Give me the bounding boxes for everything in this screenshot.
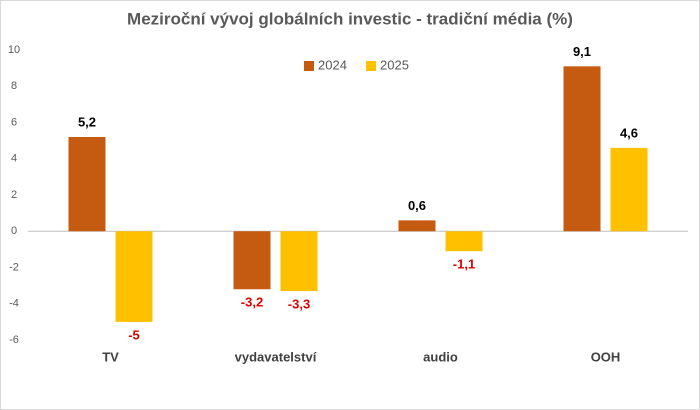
y-tick-label: -4 <box>9 298 19 310</box>
bar <box>563 66 601 232</box>
value-label: -5 <box>128 327 140 342</box>
x-tick-label: audio <box>423 349 458 364</box>
y-tick-label: 0 <box>11 225 17 237</box>
bar <box>233 231 271 290</box>
value-label: 5,2 <box>78 114 96 129</box>
value-label: -1,1 <box>453 257 475 272</box>
legend-swatch <box>366 61 376 71</box>
legend-label: 2025 <box>380 57 409 72</box>
y-tick-label: 4 <box>11 153 17 165</box>
legend-label: 2024 <box>318 57 347 72</box>
bar <box>445 231 483 252</box>
bar <box>280 231 318 292</box>
value-label: -3,2 <box>241 295 263 310</box>
x-tick-label: vydavatelství <box>235 349 317 364</box>
y-tick-label: 10 <box>8 44 20 56</box>
y-tick-label: -2 <box>9 261 19 273</box>
y-tick-label: 8 <box>11 80 17 92</box>
bar <box>68 137 106 232</box>
chart-title: Meziroční vývoj globálních investic - tr… <box>127 9 573 28</box>
legend-swatch <box>304 61 314 71</box>
y-tick-label: 6 <box>11 116 17 128</box>
x-tick-label: OOH <box>591 349 621 364</box>
value-label: -3,3 <box>288 297 310 312</box>
value-label: 0,6 <box>408 198 426 213</box>
bar <box>115 231 153 322</box>
bar <box>610 147 648 232</box>
y-tick-label: 2 <box>11 189 17 201</box>
bar <box>398 220 436 232</box>
value-label: 4,6 <box>620 125 638 140</box>
value-label: 9,1 <box>573 44 591 59</box>
y-tick-label: -6 <box>9 334 19 346</box>
x-tick-label: TV <box>102 349 119 364</box>
